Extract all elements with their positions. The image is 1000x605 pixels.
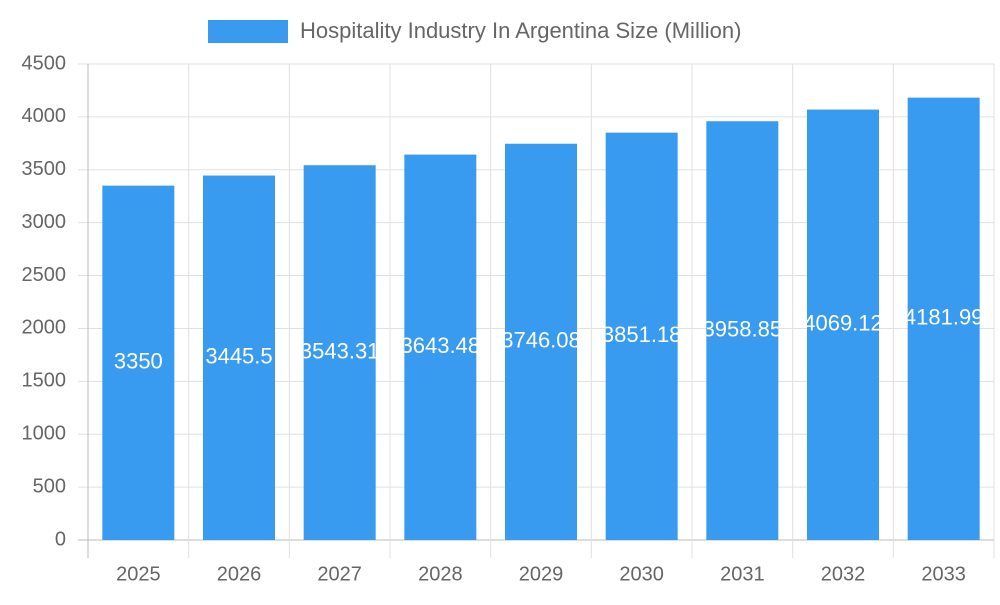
x-tick-label: 2031 (720, 563, 765, 585)
y-tick-label: 3500 (22, 158, 67, 180)
value-label: 3746.08 (501, 328, 581, 353)
bar (907, 97, 980, 540)
value-label: 3350 (114, 349, 163, 374)
y-tick-label: 0 (55, 528, 66, 550)
x-tick-label: 2033 (921, 563, 966, 585)
x-tick-label: 2025 (116, 563, 161, 585)
bar (807, 109, 879, 541)
y-tick-label: 2000 (22, 317, 67, 339)
x-tick-label: 2032 (821, 563, 866, 585)
y-tick-label: 2500 (22, 264, 67, 286)
bar (303, 165, 376, 541)
x-tick-label: 2028 (418, 563, 463, 585)
value-label: 3851.18 (602, 322, 682, 347)
value-label: 3445.5 (205, 344, 272, 369)
bar (203, 175, 275, 540)
y-tick-label: 1000 (22, 423, 67, 445)
x-tick-label: 2026 (217, 563, 262, 585)
bar (706, 121, 779, 541)
legend-swatch (208, 20, 288, 43)
y-tick-label: 3000 (22, 211, 67, 233)
y-tick-label: 500 (33, 475, 66, 497)
y-tick-label: 4500 (22, 52, 67, 74)
bar (102, 185, 175, 540)
bar (404, 154, 477, 541)
x-tick-label: 2030 (619, 563, 664, 585)
y-tick-label: 4000 (22, 105, 67, 127)
x-tick-label: 2029 (519, 563, 564, 585)
value-label: 3958.85 (703, 316, 783, 341)
y-tick-label: 1500 (22, 370, 67, 392)
legend-label: Hospitality Industry In Argentina Size (… (300, 18, 741, 43)
value-label: 3643.48 (401, 333, 481, 358)
value-label: 4069.12 (803, 311, 883, 336)
bar (505, 143, 577, 540)
value-label: 3543.31 (300, 338, 380, 363)
bar (605, 132, 678, 540)
x-tick-label: 2027 (317, 563, 362, 585)
value-label: 4181.99 (904, 305, 984, 330)
